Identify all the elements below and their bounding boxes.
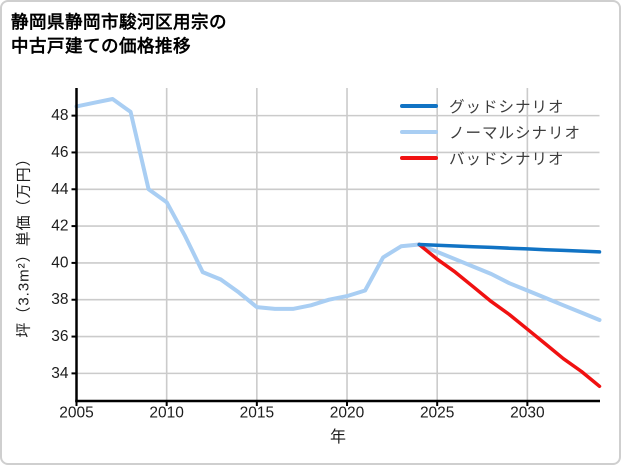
y-tick-label: 38: [51, 291, 68, 308]
x-tick-label: 2010: [149, 404, 184, 421]
legend-item-normal-scenario: ノーマルシナリオ: [400, 119, 581, 145]
chart-title-line1: 静岡県静岡市駿河区用宗の: [11, 12, 227, 32]
normal-scenario-label: ノーマルシナリオ: [449, 125, 582, 142]
x-tick-label: 2015: [240, 404, 274, 421]
y-tick-label: 36: [51, 328, 68, 345]
series-lines: [74, 97, 602, 389]
x-axis-label: 年: [329, 429, 347, 446]
y-tick-labels: 34 36 38 40 42 44 46 48: [51, 107, 69, 382]
legend-item-good-scenario: グッドシナリオ: [400, 93, 581, 119]
x-tick-label: 2020: [330, 404, 365, 421]
y-tick-label: 34: [51, 365, 69, 382]
series-bad-scenario: [417, 242, 602, 389]
series-good-scenario: [417, 242, 602, 254]
y-tick-label: 42: [51, 218, 68, 235]
x-tick-label: 2030: [510, 404, 545, 421]
y-tick-label: 46: [51, 144, 68, 161]
bad-scenario-line-swatch: [400, 156, 438, 160]
chart-title: 静岡県静岡市駿河区用宗の 中古戸建ての価格推移: [11, 10, 227, 58]
chart-title-line2: 中古戸建ての価格推移: [11, 36, 191, 56]
tick-marks: [71, 114, 529, 406]
normal-scenario-line-swatch: [400, 130, 438, 134]
bad-scenario-label: バッドシナリオ: [449, 151, 565, 168]
axes: [75, 88, 600, 403]
x-tick-labels: 2005 2010 2015 2020 2025 2030: [59, 404, 545, 421]
good-scenario-line-swatch: [400, 104, 438, 108]
legend-item-bad-scenario: バッドシナリオ: [400, 145, 581, 171]
y-tick-label: 48: [51, 107, 68, 124]
good-scenario-label: グッドシナリオ: [449, 99, 565, 116]
y-tick-label: 40: [51, 254, 69, 271]
series-normal-scenario: [74, 97, 602, 322]
legend: グッドシナリオ ノーマルシナリオ バッドシナリオ: [400, 93, 581, 171]
x-tick-label: 2025: [420, 404, 454, 421]
y-tick-label: 44: [51, 181, 69, 198]
y-axis-label: 坪（3.3m²）単価（万円）: [15, 150, 33, 338]
x-tick-label: 2005: [59, 404, 93, 421]
